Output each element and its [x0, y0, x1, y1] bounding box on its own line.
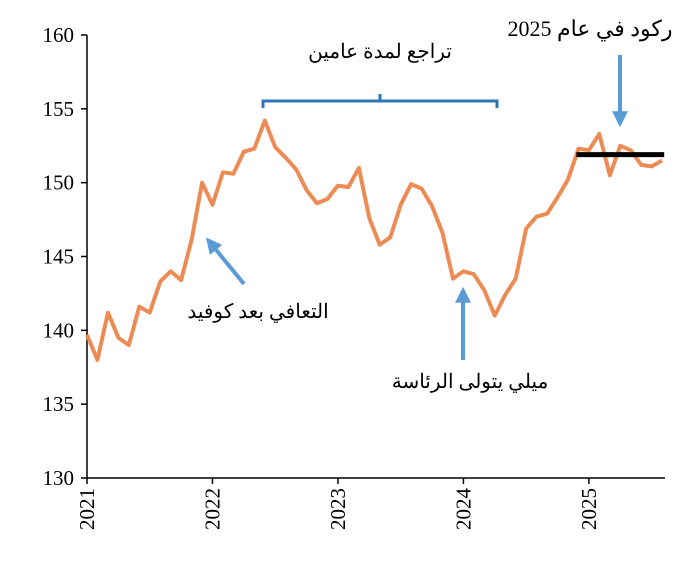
y-tick-label: 135 — [43, 392, 75, 416]
y-tick-label: 140 — [43, 318, 75, 342]
annotation: تراجع لمدة عامين — [308, 41, 452, 63]
y-tick-label: 160 — [43, 23, 75, 47]
y-tick-label: 130 — [43, 466, 75, 490]
data-line — [85, 118, 663, 362]
x-tick-label: 2022 — [200, 488, 224, 530]
x-tick-label: 2023 — [326, 488, 350, 530]
y-tick-label: 145 — [43, 245, 75, 269]
x-tick-label: 2025 — [577, 488, 601, 530]
annotations: تراجع لمدة عامين ركود في عام 2025 التعاف… — [187, 16, 672, 393]
arrow — [205, 237, 246, 286]
y-tick-label: 155 — [43, 97, 75, 121]
y-tick-label: 150 — [43, 171, 75, 195]
annotation: ميلي يتولى الرئاسة — [392, 371, 549, 393]
annotation: التعافي بعد كوفيد — [187, 301, 328, 323]
x-tick-label: 2021 — [75, 488, 99, 530]
bracket — [261, 94, 499, 108]
x-tick-label: 2024 — [451, 488, 475, 531]
annotation: ركود في عام 2025 — [507, 16, 672, 42]
